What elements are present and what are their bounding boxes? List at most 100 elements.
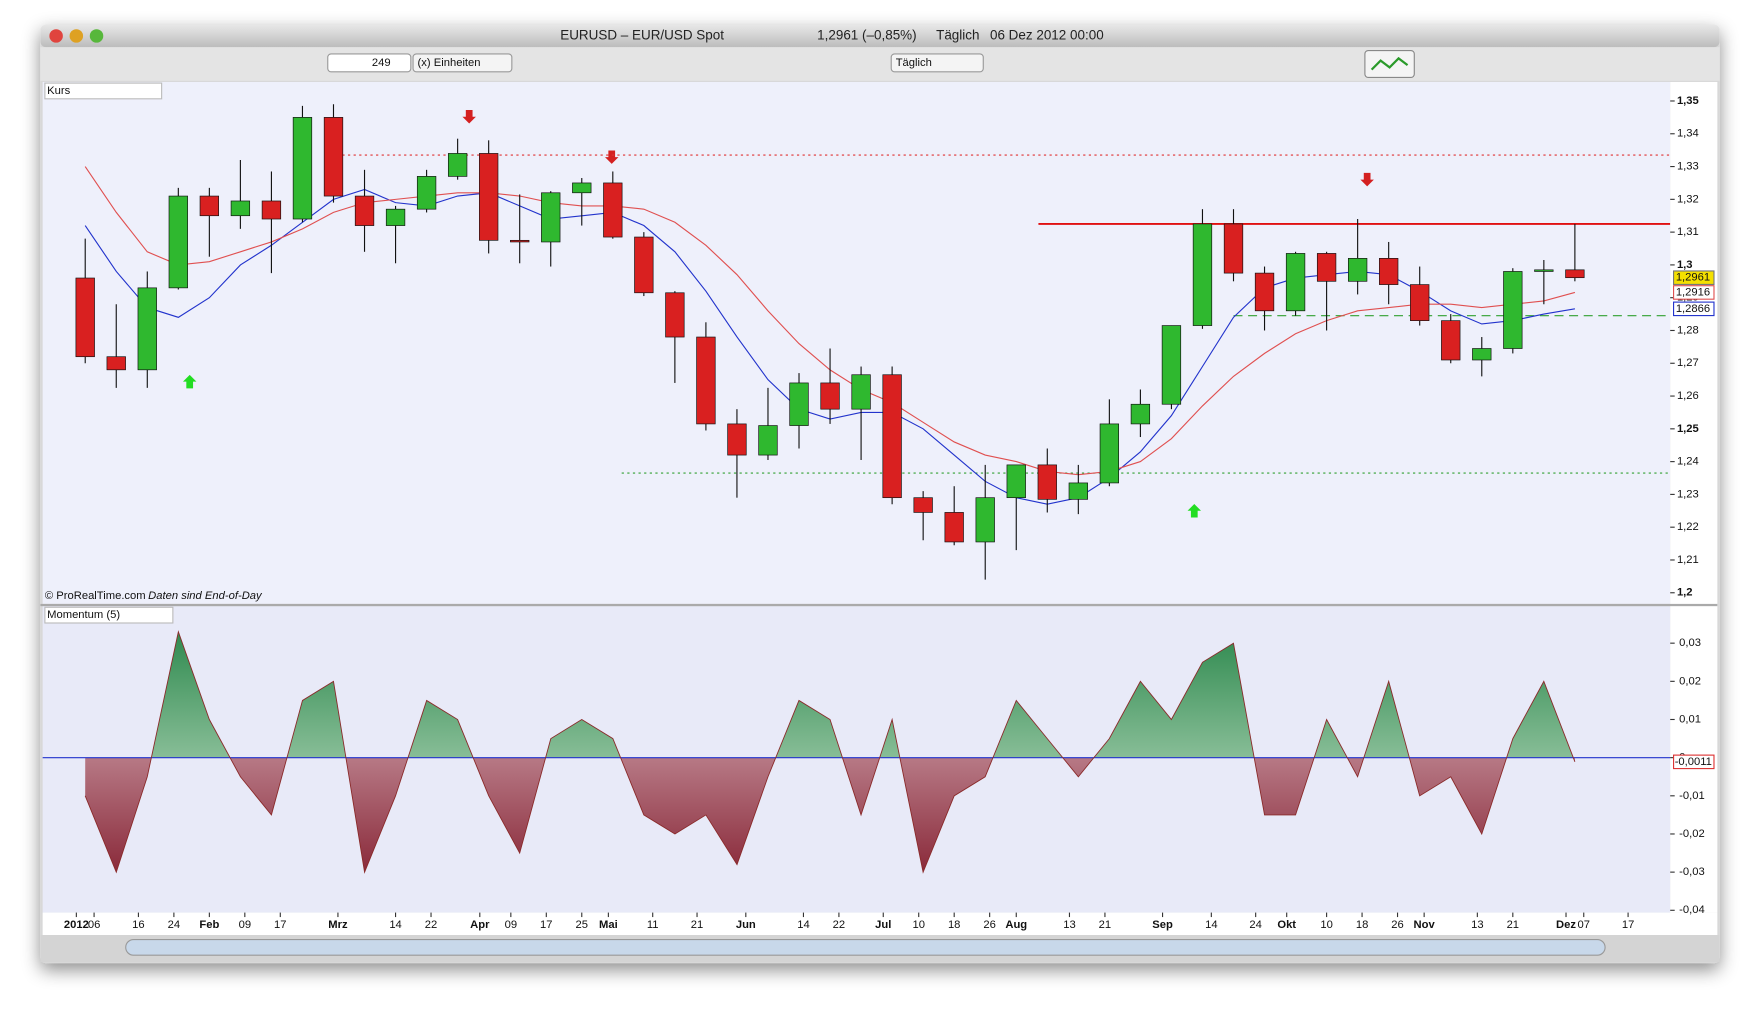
y-tick-label: -0,04 bbox=[1679, 904, 1705, 916]
momentum-panel-title: Momentum (5) bbox=[47, 609, 120, 621]
candle-body bbox=[1565, 269, 1585, 279]
candle-body bbox=[479, 153, 499, 241]
x-tick-label: 25 bbox=[576, 919, 588, 931]
candle-body bbox=[1285, 253, 1306, 312]
y-tick-label: 1,24 bbox=[1677, 456, 1699, 468]
candle-body bbox=[416, 176, 437, 210]
scrollbar[interactable] bbox=[125, 938, 1606, 956]
candle-body bbox=[1006, 464, 1026, 499]
x-tick-label: 2012 bbox=[64, 919, 89, 931]
x-tick-label: Mrz bbox=[328, 919, 348, 931]
x-tick-label: Mai bbox=[599, 919, 618, 931]
x-tick-label: 14 bbox=[797, 919, 809, 931]
x-tick-label: 21 bbox=[1099, 919, 1111, 931]
candle-body bbox=[1161, 325, 1182, 405]
x-tick-label: Dez bbox=[1556, 919, 1576, 931]
units-select[interactable] bbox=[412, 53, 513, 73]
candle-body bbox=[541, 192, 561, 243]
toolbar bbox=[40, 47, 1720, 81]
zoom-button[interactable] bbox=[89, 29, 104, 43]
candle-body bbox=[1037, 464, 1057, 500]
x-tick-label: 17 bbox=[1622, 919, 1634, 931]
candle-body bbox=[1316, 253, 1337, 282]
period-label: Täglich bbox=[896, 57, 932, 69]
candle-body bbox=[882, 374, 902, 499]
x-tick-label: Aug bbox=[1005, 919, 1027, 931]
x-tick-label: 14 bbox=[1205, 919, 1217, 931]
x-tick-label: 22 bbox=[425, 919, 437, 931]
window-title: EURUSD – EUR/USD Spot bbox=[560, 28, 724, 43]
y-tick-label: 0,02 bbox=[1679, 675, 1701, 687]
price-panel-title: Kurs bbox=[47, 85, 70, 97]
y-tick-label: -0,03 bbox=[1679, 866, 1705, 878]
axes: 1,2 1,21 1,22 1,23 1,24 1,25 1,26 1,27 1,28 1,291… bbox=[64, 95, 1715, 931]
buy-arrow bbox=[1187, 504, 1202, 518]
y-tick-label: -0,01 bbox=[1679, 790, 1705, 802]
candle-body bbox=[230, 200, 251, 217]
x-tick-label: Feb bbox=[199, 919, 219, 931]
candle-body bbox=[1472, 348, 1492, 361]
candle-body bbox=[944, 512, 964, 543]
y-tick-label: 1,32 bbox=[1677, 193, 1699, 205]
x-tick-label: 10 bbox=[912, 919, 924, 931]
candle-body bbox=[665, 292, 685, 338]
time-axis bbox=[42, 912, 1718, 936]
window-quote: 1,2961 (–0,85%) bbox=[817, 28, 916, 43]
x-tick-label: Okt bbox=[1277, 919, 1296, 931]
x-tick-label: 17 bbox=[274, 919, 286, 931]
last-value-box bbox=[1673, 754, 1715, 770]
ma-value-box bbox=[1673, 301, 1715, 317]
candle-body bbox=[323, 117, 344, 197]
candle-body bbox=[975, 497, 995, 543]
x-tick-label: 10 bbox=[1320, 919, 1332, 931]
title-bar bbox=[40, 24, 1720, 48]
candle-body bbox=[137, 287, 157, 371]
y-tick-label: 0,03 bbox=[1679, 637, 1701, 649]
last-value-label: -0,0011 bbox=[1675, 756, 1712, 768]
data-note: Daten sind End-of-Day bbox=[148, 590, 263, 602]
minimize-button[interactable] bbox=[69, 29, 84, 43]
close-button[interactable] bbox=[49, 29, 63, 43]
window-period: Täglich bbox=[936, 28, 979, 43]
momentum-header bbox=[44, 606, 174, 624]
x-tick-label: Nov bbox=[1414, 919, 1436, 931]
x-tick-label: 07 bbox=[1578, 919, 1590, 931]
candle-body bbox=[1223, 223, 1244, 274]
x-tick-label: 18 bbox=[948, 919, 960, 931]
x-tick-label: 11 bbox=[647, 919, 659, 931]
y-tick-label: 1,33 bbox=[1677, 161, 1699, 173]
ma-value-label: 1,2866 bbox=[1676, 303, 1710, 315]
indicator-button[interactable] bbox=[1364, 49, 1415, 79]
candle-body bbox=[75, 277, 95, 358]
candle-body bbox=[1099, 423, 1120, 484]
candle-body bbox=[354, 195, 375, 226]
candle-body bbox=[727, 423, 747, 456]
candle-body bbox=[1503, 271, 1523, 349]
momentum-plot bbox=[42, 630, 1671, 874]
y-tick-label: 1,22 bbox=[1677, 521, 1699, 533]
price-axis bbox=[1670, 81, 1718, 913]
candle-body bbox=[634, 236, 654, 294]
candle-body bbox=[106, 356, 126, 371]
price-plot bbox=[75, 104, 1671, 580]
y-tick-label: 1,27 bbox=[1677, 357, 1699, 369]
candle-body bbox=[168, 195, 188, 289]
y-tick-label: 1,25 bbox=[1677, 423, 1699, 435]
x-tick-label: Apr bbox=[470, 919, 490, 931]
period-select[interactable] bbox=[890, 53, 984, 73]
ma-value-label: 1,2916 bbox=[1676, 286, 1710, 298]
candle-body bbox=[851, 374, 871, 410]
ma-value-box bbox=[1673, 285, 1715, 300]
x-tick-label: Sep bbox=[1152, 919, 1173, 931]
price-header bbox=[44, 82, 163, 100]
momentum-line bbox=[84, 630, 1576, 874]
indicator-icon bbox=[1370, 56, 1409, 71]
x-tick-label: 16 bbox=[132, 919, 144, 931]
candle-body bbox=[510, 239, 530, 243]
candle-body bbox=[447, 153, 468, 177]
x-tick-label: 22 bbox=[833, 919, 845, 931]
y-tick-label: 1,26 bbox=[1677, 390, 1699, 402]
last-price-box bbox=[1673, 270, 1715, 285]
bars-input[interactable] bbox=[327, 53, 412, 73]
